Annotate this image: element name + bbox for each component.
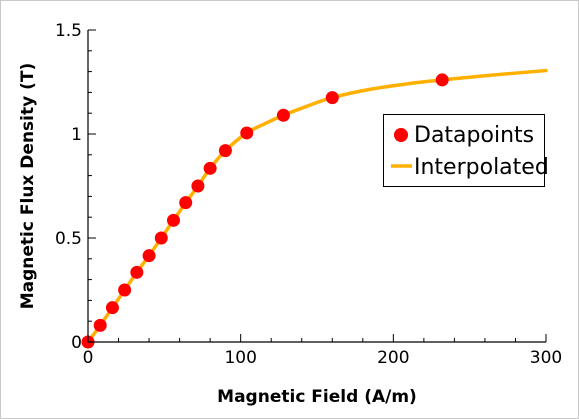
legend: Datapoints Interpolated: [383, 114, 549, 187]
plot-area: 0 100 200 300 0 0.5 1 1.5: [55, 21, 562, 368]
datapoint-marker: [166, 213, 180, 227]
datapoint-marker: [179, 196, 193, 210]
y-ticks: 0 0.5 1 1.5: [55, 21, 96, 353]
y-tick-label: 0: [71, 333, 82, 353]
x-tick-label: 200: [377, 348, 409, 368]
datapoint-marker: [435, 73, 449, 87]
datapoint-marker: [118, 283, 132, 297]
datapoint-marker: [218, 144, 232, 158]
x-tick-label: 100: [224, 348, 256, 368]
legend-label-datapoints: Datapoints: [414, 123, 534, 148]
datapoint-marker: [105, 301, 119, 315]
y-tick-label: 0.5: [55, 229, 82, 249]
y-tick-label: 1: [71, 125, 82, 145]
datapoint-marker: [130, 265, 144, 279]
legend-label-interpolated: Interpolated: [414, 155, 549, 180]
datapoint-marker: [203, 161, 217, 175]
legend-marker-datapoints: [394, 128, 408, 142]
datapoint-marker: [276, 108, 290, 122]
y-axis-title: Magnetic Flux Density (T): [18, 63, 38, 310]
y-tick-label: 1.5: [55, 21, 82, 41]
series-layer: [81, 68, 548, 349]
x-ticks: 0 100 200 300: [83, 334, 562, 368]
x-tick-label: 0: [83, 348, 94, 368]
interpolated-line: [86, 68, 548, 344]
datapoint-marker: [93, 318, 107, 332]
x-tick-label: 300: [530, 348, 562, 368]
x-axis-title: Magnetic Field (A/m): [217, 387, 417, 407]
datapoint-marker: [191, 179, 205, 193]
legend-box: [383, 114, 545, 187]
datapoint-marker: [240, 126, 254, 140]
datapoint-marker: [325, 91, 339, 105]
datapoint-marker: [142, 249, 156, 263]
datapoint-marker: [154, 231, 168, 245]
